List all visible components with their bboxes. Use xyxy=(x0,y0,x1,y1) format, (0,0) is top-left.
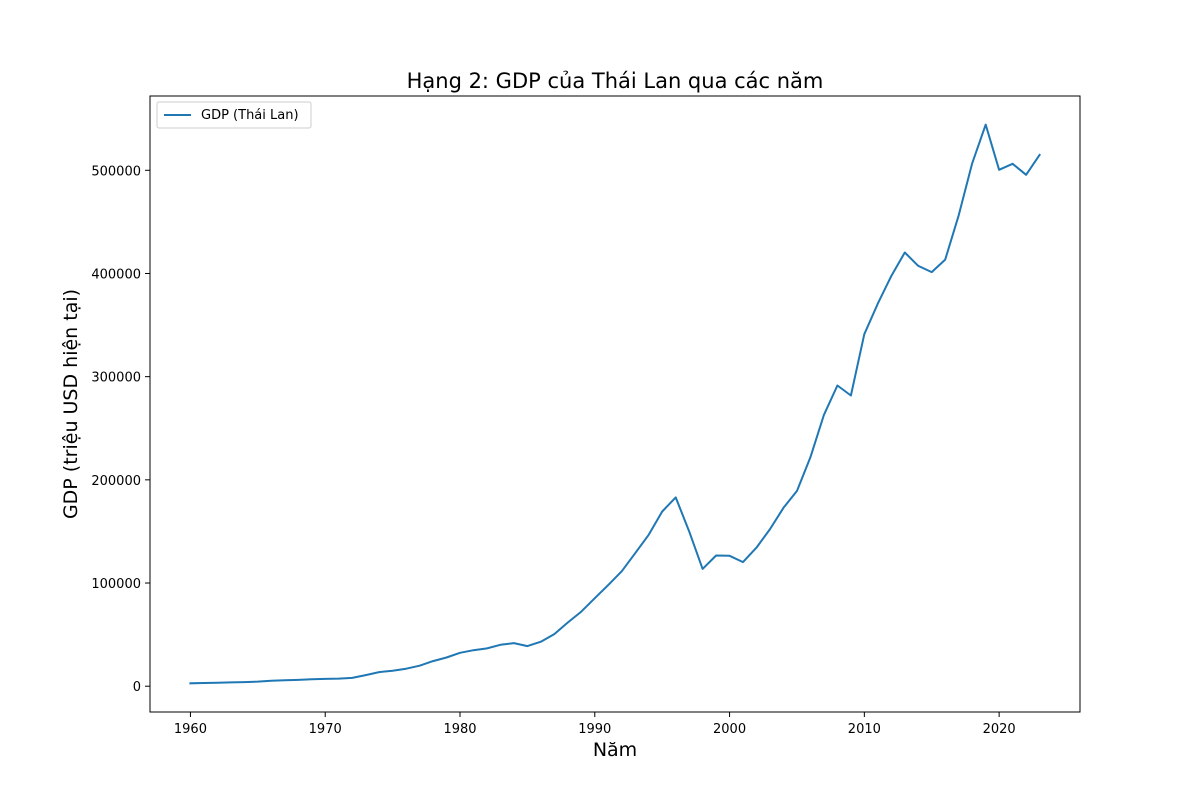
y-axis: 0 100000 200000 300000 400000 500000 xyxy=(91,164,150,695)
series-line-gdp xyxy=(189,123,1041,685)
x-tick-label: 2000 xyxy=(713,722,746,737)
x-tick-label: 2020 xyxy=(983,722,1016,737)
x-axis-label: Năm xyxy=(593,739,637,761)
plot-area xyxy=(189,123,1041,685)
x-tick-label: 2010 xyxy=(848,722,881,737)
x-tick-label: 1980 xyxy=(443,722,476,737)
y-axis-label: GDP (triệu USD hiện tại) xyxy=(60,289,82,519)
legend-series-label: GDP (Thái Lan) xyxy=(201,108,299,123)
y-tick-label: 100000 xyxy=(91,577,141,592)
y-tick-label: 200000 xyxy=(91,474,141,489)
x-tick-label: 1970 xyxy=(309,722,342,737)
y-tick-label: 0 xyxy=(133,680,141,695)
x-tick-label: 1960 xyxy=(174,722,207,737)
chart-title: Hạng 2: GDP của Thái Lan qua các năm xyxy=(407,69,824,93)
legend: GDP (Thái Lan) xyxy=(156,101,312,129)
plot-frame xyxy=(149,95,1081,713)
x-axis: 1960 1970 1980 1990 2000 2010 2020 xyxy=(174,712,1016,737)
y-tick-label: 300000 xyxy=(91,371,141,386)
y-tick-label: 500000 xyxy=(91,164,141,179)
x-tick-label: 1990 xyxy=(578,722,611,737)
legend-box xyxy=(156,101,312,129)
y-tick-label: 400000 xyxy=(91,267,141,282)
